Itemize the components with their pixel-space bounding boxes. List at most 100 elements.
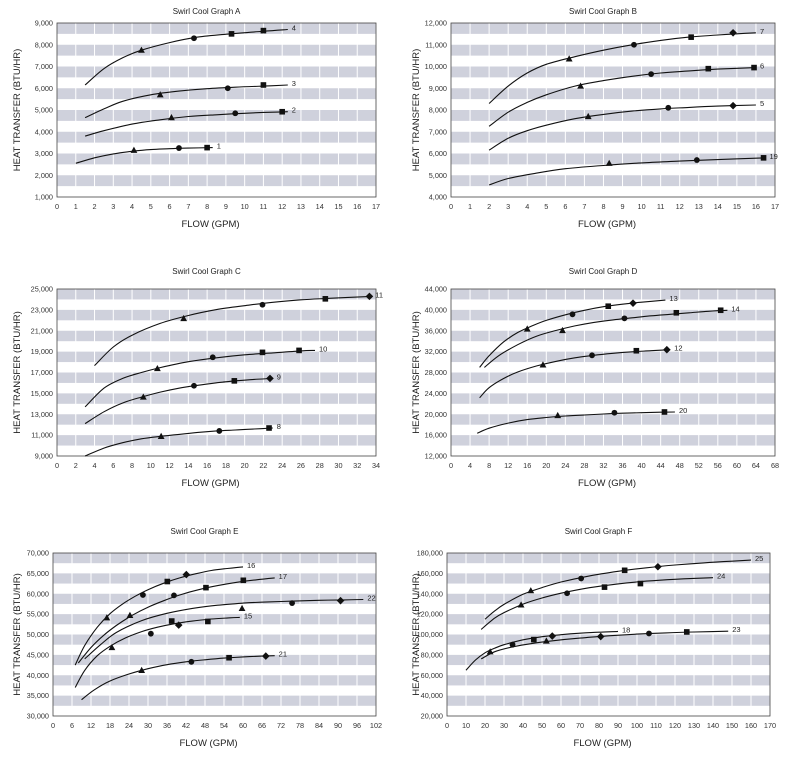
grid-band <box>451 309 775 321</box>
data-point-17 <box>126 611 134 618</box>
x-tick-label: 48 <box>201 721 209 730</box>
chart-panel-1: Swirl Cool Graph A 0 1 2 3 4 5 6 7 8 9 10 11 12 13 14 15… <box>0 0 398 253</box>
x-axis-label: FLOW (GPM) <box>179 738 237 749</box>
y-axis-label: HEAT TRANSFER (BTU/HR) <box>411 573 422 695</box>
x-tick-label: 60 <box>557 721 565 730</box>
x-tick-label: 7 <box>582 202 586 211</box>
data-point-14 <box>559 326 566 334</box>
y-tick-label: 16,000 <box>425 431 447 440</box>
x-tick-label: 28 <box>316 461 324 470</box>
x-tick-label: 24 <box>125 721 133 730</box>
grid-band <box>451 44 775 56</box>
data-point-1 <box>204 144 210 151</box>
x-tick-label: 2 <box>74 461 78 470</box>
chart-svg-5: Swirl Cool Graph E 0 6 12 18 24 30 36 42 48 54 60 66… <box>12 527 382 749</box>
data-point-15 <box>168 618 175 624</box>
data-point-23 <box>542 637 550 644</box>
data-point-24 <box>517 601 525 608</box>
x-tick-label: 24 <box>561 461 569 470</box>
data-point-14 <box>717 307 724 314</box>
series-line-15 <box>74 616 240 688</box>
y-tick-label: 40,000 <box>27 671 49 680</box>
x-tick-label: 11 <box>657 202 665 211</box>
x-tick-label: 8 <box>130 461 134 470</box>
x-tick-label: 6 <box>168 202 172 211</box>
x-tick-label: 3 <box>111 202 115 211</box>
series-label: 4 <box>292 24 296 33</box>
x-tick-label: 20 <box>481 721 489 730</box>
x-tick-label: 3 <box>506 202 510 211</box>
y-tick-label: 45,000 <box>27 650 49 659</box>
chart-panel-4: Swirl Cool Graph D 0 4 8 12 16 20 24 28 32 36 40 44 4… <box>399 260 797 513</box>
data-point-11 <box>322 296 329 302</box>
x-tick-label: 10 <box>241 202 249 211</box>
grid-band <box>451 175 775 187</box>
data-point-6 <box>751 64 757 71</box>
x-tick-label: 68 <box>771 461 779 470</box>
data-point-12 <box>539 361 547 368</box>
data-point-4 <box>138 46 145 53</box>
grid-band <box>53 634 376 645</box>
data-point-7 <box>565 55 573 62</box>
y-tick-label: 7,000 <box>35 62 53 71</box>
x-tick-label: 64 <box>752 461 760 470</box>
data-point-25 <box>578 575 585 582</box>
y-tick-label: 35,000 <box>27 691 49 700</box>
grid-band <box>57 110 376 121</box>
x-tick-label: 8 <box>601 202 605 211</box>
data-point-15 <box>147 630 154 637</box>
plot-frame <box>450 288 776 457</box>
x-tick-label: 26 <box>297 461 305 470</box>
grid-band <box>447 654 770 666</box>
grid-band <box>57 309 376 321</box>
data-point-6 <box>648 71 655 78</box>
x-tick-label: 17 <box>771 202 779 211</box>
x-tick-label: 160 <box>745 721 757 730</box>
x-tick-label: 34 <box>372 461 380 470</box>
series-label: 17 <box>279 572 287 581</box>
data-point-3 <box>156 91 164 98</box>
chart-panel-2: Swirl Cool Graph B 0 1 2 3 4 5 6 7 8 9 10 11 12 13 14 15… <box>399 0 797 253</box>
chart-svg-1: Swirl Cool Graph A0 1 2 3 4 5 6 7 8 9 10 11 12 13 14 15… <box>12 7 380 230</box>
data-point-14 <box>673 309 680 316</box>
x-tick-label: 70 <box>576 721 584 730</box>
x-tick-label: 130 <box>688 721 700 730</box>
data-point-15 <box>174 621 183 629</box>
x-tick-label: 40 <box>638 461 646 470</box>
y-tick-label: 160,000 <box>417 569 443 578</box>
data-point-11 <box>180 314 188 322</box>
data-point-1 <box>130 146 138 153</box>
x-tick-label: 16 <box>203 461 211 470</box>
data-point-21 <box>226 654 232 661</box>
series-label: 18 <box>622 625 630 634</box>
grid-band <box>53 654 376 666</box>
x-tick-label: 32 <box>353 461 361 470</box>
x-tick-label: 16 <box>353 202 361 211</box>
x-tick-label: 0 <box>445 721 449 730</box>
series-label: 7 <box>760 27 764 36</box>
grid-band <box>451 330 775 342</box>
series-line-16 <box>74 566 244 666</box>
grid-band <box>451 66 775 78</box>
x-tick-label: 20 <box>241 461 249 470</box>
data-point-2 <box>232 110 239 117</box>
series-label: 1 <box>217 142 221 151</box>
x-tick-label: 13 <box>297 202 305 211</box>
series-line-8 <box>84 427 273 457</box>
grid-band <box>447 553 770 564</box>
x-tick-label: 102 <box>370 721 382 730</box>
data-point-8 <box>157 432 165 439</box>
series-label: 22 <box>367 593 375 602</box>
x-tick-label: 2 <box>92 202 96 211</box>
grid-band <box>53 593 376 604</box>
series-label: 16 <box>247 561 255 570</box>
x-tick-label: 60 <box>239 721 247 730</box>
x-tick-label: 5 <box>149 202 153 211</box>
data-point-15 <box>108 643 116 651</box>
data-point-23 <box>683 629 690 635</box>
y-tick-label: 40,000 <box>421 691 443 700</box>
y-tick-label: 55,000 <box>27 610 49 619</box>
grid-band <box>57 66 376 78</box>
x-tick-label: 110 <box>650 721 662 730</box>
grid-band <box>451 351 775 363</box>
